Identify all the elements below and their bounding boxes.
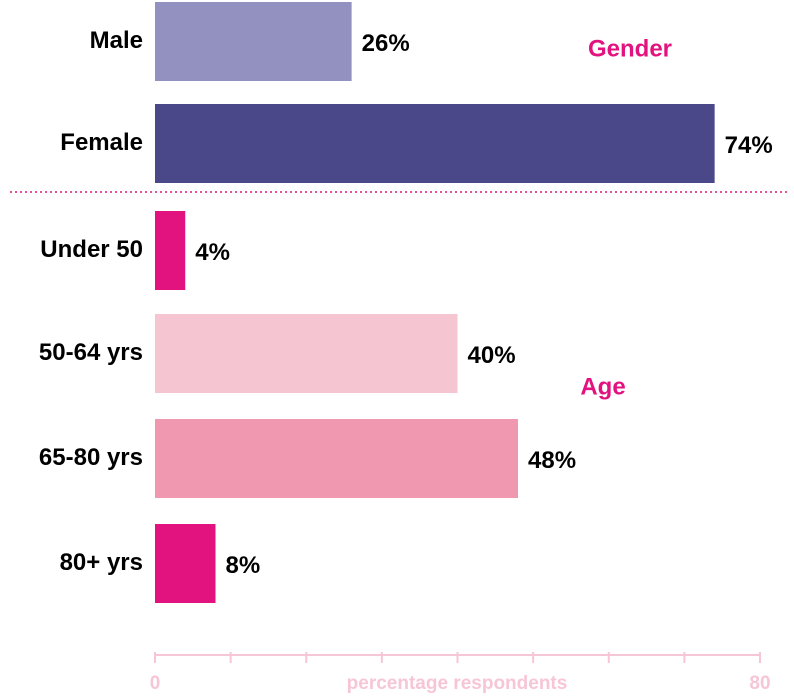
bar — [155, 104, 715, 183]
value-label: 8% — [226, 552, 261, 579]
bar — [155, 211, 186, 290]
x-tick-label: 80 — [749, 673, 770, 694]
bar — [155, 2, 352, 81]
value-label: 48% — [528, 447, 576, 474]
group-label: Gender — [588, 35, 672, 62]
group-label: Age — [580, 373, 625, 400]
value-label: 26% — [362, 30, 410, 57]
value-label: 40% — [468, 342, 516, 369]
value-label: 4% — [195, 239, 230, 266]
bar — [155, 524, 216, 603]
category-label: Male — [90, 27, 143, 54]
category-label: Under 50 — [40, 236, 143, 263]
bar — [155, 419, 518, 498]
category-label: 50-64 yrs — [39, 339, 143, 366]
category-label: 80+ yrs — [60, 549, 143, 576]
value-label: 74% — [725, 132, 773, 159]
category-label: 65-80 yrs — [39, 444, 143, 471]
bar — [155, 314, 458, 393]
x-tick-label: 0 — [150, 673, 161, 694]
x-axis-label: percentage respondents — [347, 673, 568, 694]
category-label: Female — [60, 129, 143, 156]
